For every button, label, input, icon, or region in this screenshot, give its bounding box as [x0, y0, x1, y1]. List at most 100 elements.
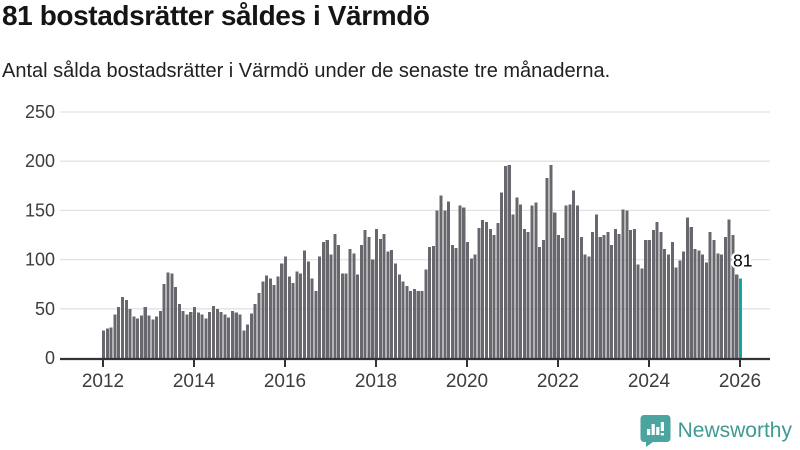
- y-axis-label: 50: [35, 299, 55, 319]
- bar: [208, 311, 212, 358]
- bar: [583, 254, 587, 358]
- bar: [712, 239, 716, 358]
- bar: [632, 229, 636, 358]
- page-title: 81 bostadsrätter såldes i Värmdö: [2, 0, 430, 31]
- bar: [443, 210, 447, 358]
- bar: [375, 229, 379, 358]
- bar: [219, 311, 223, 358]
- bar: [484, 222, 489, 358]
- bar: [246, 324, 250, 358]
- bar: [575, 205, 580, 358]
- x-axis-label: 2016: [264, 371, 306, 392]
- x-axis-label: 2022: [537, 371, 579, 392]
- bar: [519, 204, 523, 358]
- bar: [412, 289, 416, 358]
- bar: [613, 229, 617, 358]
- branding-name: Newsworthy: [677, 418, 792, 442]
- bar: [382, 234, 386, 358]
- bar: [177, 303, 181, 358]
- bar: [405, 286, 409, 358]
- bar: [716, 253, 720, 358]
- bar: [329, 254, 333, 358]
- bar: [648, 239, 652, 358]
- bar: [496, 223, 500, 358]
- bar: [693, 248, 697, 358]
- bar: [515, 197, 519, 358]
- bar: [439, 195, 443, 358]
- bar: [287, 276, 291, 358]
- bar: [314, 291, 318, 358]
- bar: [196, 312, 200, 358]
- bar: [644, 239, 648, 358]
- bar: [655, 222, 659, 358]
- bar: [587, 256, 591, 358]
- bar: [689, 227, 693, 358]
- x-axis-label: 2012: [82, 371, 124, 392]
- bar: [393, 263, 398, 358]
- bar: [723, 236, 727, 358]
- bar: [139, 315, 143, 358]
- bar: [143, 306, 147, 358]
- bar: [428, 246, 432, 358]
- bar: [420, 291, 424, 358]
- bar: [450, 244, 454, 358]
- bar: [401, 281, 405, 358]
- bar: [625, 210, 629, 358]
- bar: [268, 278, 272, 358]
- bar: [492, 235, 496, 358]
- bar: [568, 204, 572, 358]
- bar: [147, 315, 151, 358]
- bar: [511, 214, 515, 358]
- bar: [318, 256, 322, 358]
- bar: [136, 318, 140, 358]
- bar: [185, 314, 189, 358]
- bar: [621, 209, 625, 358]
- bar: [602, 235, 606, 358]
- bar: [227, 317, 231, 358]
- bar: [128, 308, 132, 358]
- chart-subtitle: Antal sålda bostadsrätter i Värmdö under…: [2, 60, 611, 82]
- bar: [253, 303, 257, 358]
- bar: [538, 246, 542, 358]
- x-axis-label: 2026: [719, 371, 761, 392]
- bar: [549, 165, 553, 358]
- bar: [105, 328, 109, 358]
- bar: [302, 250, 307, 358]
- bar: [211, 305, 216, 358]
- x-axis-label: 2024: [628, 371, 671, 392]
- bar: [215, 308, 219, 358]
- bar: [337, 244, 341, 358]
- x-axis-label: 2018: [355, 371, 397, 392]
- bar: [230, 310, 234, 358]
- last-value-annotation: 81: [733, 250, 752, 270]
- bar: [174, 287, 178, 358]
- bar: [454, 247, 458, 358]
- newsworthy-logo-icon: [640, 415, 671, 447]
- bar: [507, 165, 511, 358]
- bar: [265, 275, 269, 358]
- bar: [500, 192, 504, 358]
- bar: [257, 293, 261, 358]
- bar: [352, 253, 356, 358]
- bar: [629, 230, 633, 358]
- bar: [348, 248, 352, 358]
- bar: [617, 234, 621, 358]
- bar: [606, 232, 610, 358]
- bar: [291, 283, 295, 358]
- bar: [409, 291, 413, 358]
- bar: [503, 166, 507, 358]
- bar: [659, 232, 663, 358]
- bar: [356, 274, 360, 358]
- bar: [473, 254, 477, 358]
- bar: [598, 236, 602, 358]
- highlight-bar: [739, 278, 743, 358]
- bar: [261, 281, 265, 358]
- bar: [697, 250, 701, 358]
- bar: [720, 254, 724, 358]
- bar: [416, 291, 420, 358]
- bar: [447, 201, 451, 358]
- bar: [321, 241, 325, 358]
- bar: [204, 318, 208, 358]
- y-axis-label: 250: [25, 102, 55, 122]
